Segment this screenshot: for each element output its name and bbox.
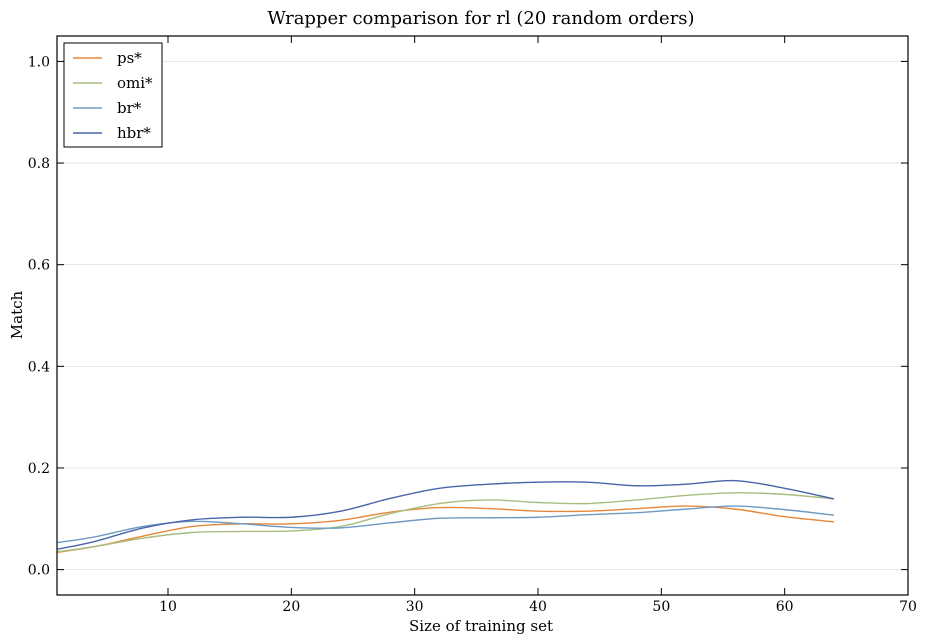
x-tick-label: 50 [652, 599, 670, 615]
legend-label: br* [117, 99, 142, 117]
y-tick-label: 0.8 [28, 156, 50, 172]
x-tick-label: 20 [282, 599, 300, 615]
x-tick-label: 70 [899, 599, 917, 615]
series-lines [56, 479, 835, 554]
y-tick-label: 0.2 [28, 461, 50, 477]
y-axis-title: Match [8, 290, 26, 339]
y-tick-label: 0.4 [28, 359, 50, 375]
chart-title: Wrapper comparison for rl (20 random ord… [267, 8, 694, 29]
series-line-omi [56, 492, 835, 553]
series-line-ps [56, 505, 835, 554]
y-tick-label: 0.0 [28, 563, 50, 579]
x-axis-title: Size of training set [409, 617, 553, 635]
legend: ps* omi* br* hbr* [63, 42, 163, 148]
legend-box [63, 42, 163, 148]
x-tick-label: 60 [776, 599, 794, 615]
grid-lines [57, 60, 908, 571]
x-tick-label: 10 [159, 599, 177, 615]
series-line-hbr [56, 479, 835, 550]
x-tick-label: 40 [529, 599, 547, 615]
legend-label: hbr* [117, 124, 151, 142]
y-tick-label: 0.6 [28, 258, 50, 274]
axis-ticks: 0.0 0.2 0.4 0.6 0.8 1.0 10 20 30 40 50 60 70 [28, 36, 917, 615]
legend-label: omi* [117, 74, 153, 92]
legend-label: ps* [117, 49, 142, 67]
y-tick-label: 1.0 [28, 54, 50, 70]
plot-frame [56, 35, 909, 596]
x-tick-label: 30 [406, 599, 424, 615]
